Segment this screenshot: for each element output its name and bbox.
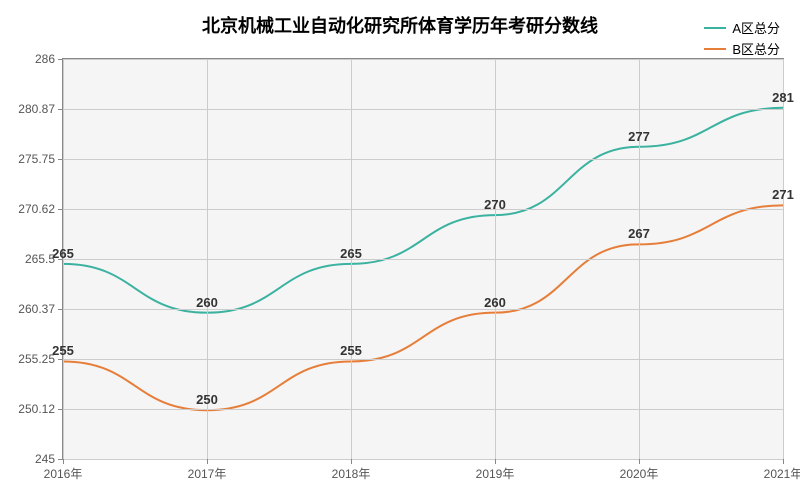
data-label: 271 <box>772 187 794 202</box>
x-tick <box>351 459 352 464</box>
grid-line-h <box>63 359 783 360</box>
data-label: 270 <box>484 197 506 212</box>
chart-container: 北京机械工业自动化研究所体育学历年考研分数线 A区总分 B区总分 245250.… <box>0 0 800 500</box>
x-tick <box>639 459 640 464</box>
legend-swatch-a <box>704 27 726 29</box>
plot-area: 245250.12255.25260.37265.5270.62275.7528… <box>62 58 784 460</box>
legend-item-a: A区总分 <box>704 18 780 37</box>
x-axis-label: 2020年 <box>620 465 659 482</box>
x-tick <box>63 459 64 464</box>
y-axis-label: 260.37 <box>18 302 55 316</box>
grid-line-h <box>63 259 783 260</box>
grid-line-h <box>63 159 783 160</box>
data-label: 277 <box>628 129 650 144</box>
y-axis-label: 280.87 <box>18 102 55 116</box>
y-axis-label: 250.12 <box>18 402 55 416</box>
y-axis-label: 245 <box>35 452 55 466</box>
grid-line-v <box>783 59 784 459</box>
grid-line-h <box>63 309 783 310</box>
grid-line-h <box>63 459 783 460</box>
grid-line-h <box>63 409 783 410</box>
legend: A区总分 B区总分 <box>704 18 780 60</box>
y-axis-label: 275.75 <box>18 152 55 166</box>
grid-line-v <box>639 59 640 459</box>
x-tick <box>495 459 496 464</box>
chart-title: 北京机械工业自动化研究所体育学历年考研分数线 <box>0 12 800 38</box>
grid-line-v <box>495 59 496 459</box>
y-axis-label: 265.5 <box>25 252 55 266</box>
data-label: 255 <box>340 343 362 358</box>
legend-label-b: B区总分 <box>732 39 780 58</box>
grid-line-h <box>63 109 783 110</box>
x-axis-label: 2019年 <box>476 465 515 482</box>
data-label: 255 <box>52 343 74 358</box>
data-label: 265 <box>340 246 362 261</box>
x-axis-label: 2017年 <box>188 465 227 482</box>
grid-line-h <box>63 59 783 60</box>
x-axis-label: 2021年 <box>764 465 800 482</box>
legend-item-b: B区总分 <box>704 39 780 58</box>
x-tick <box>783 459 784 464</box>
data-label: 265 <box>52 246 74 261</box>
series-line-0 <box>63 108 783 313</box>
data-label: 260 <box>196 295 218 310</box>
data-label: 267 <box>628 226 650 241</box>
x-axis-label: 2018年 <box>332 465 371 482</box>
data-label: 250 <box>196 392 218 407</box>
legend-label-a: A区总分 <box>732 18 780 37</box>
x-axis-label: 2016年 <box>44 465 83 482</box>
y-axis-label: 270.62 <box>18 202 55 216</box>
data-label: 260 <box>484 295 506 310</box>
y-axis-label: 286 <box>35 52 55 66</box>
x-tick <box>207 459 208 464</box>
data-label: 281 <box>772 90 794 105</box>
grid-line-h <box>63 209 783 210</box>
legend-swatch-b <box>704 48 726 50</box>
y-axis-label: 255.25 <box>18 352 55 366</box>
